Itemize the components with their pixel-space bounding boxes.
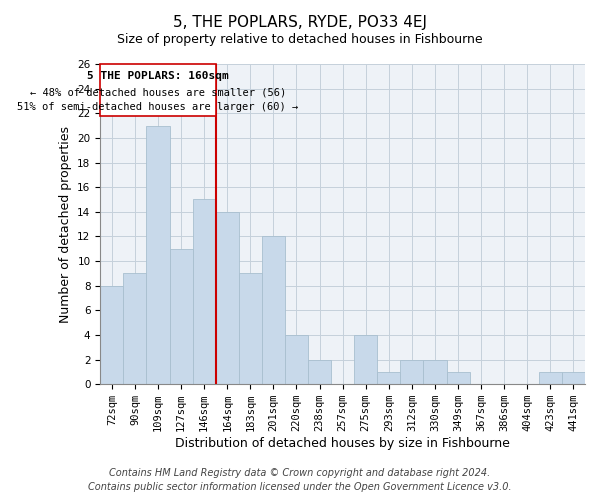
Bar [539,372,562,384]
X-axis label: Distribution of detached houses by size in Fishbourne: Distribution of detached houses by size … [175,437,510,450]
Bar [262,236,285,384]
Bar [146,126,170,384]
Text: Size of property relative to detached houses in Fishbourne: Size of property relative to detached ho… [117,32,483,46]
Bar [100,286,124,384]
Bar [400,360,424,384]
Bar [446,372,470,384]
Bar [239,274,262,384]
Bar [124,274,146,384]
Bar [193,200,215,384]
Text: 51% of semi-detached houses are larger (60) →: 51% of semi-detached houses are larger (… [17,102,299,112]
Y-axis label: Number of detached properties: Number of detached properties [59,126,72,322]
Bar [308,360,331,384]
Text: Contains HM Land Registry data © Crown copyright and database right 2024.
Contai: Contains HM Land Registry data © Crown c… [88,468,512,492]
Text: 5, THE POPLARS, RYDE, PO33 4EJ: 5, THE POPLARS, RYDE, PO33 4EJ [173,15,427,30]
Bar [424,360,446,384]
Bar [354,335,377,384]
Bar [215,212,239,384]
Bar [562,372,585,384]
Bar [170,248,193,384]
Bar [100,64,215,116]
Text: ← 48% of detached houses are smaller (56): ← 48% of detached houses are smaller (56… [30,88,286,98]
Text: 5 THE POPLARS: 160sqm: 5 THE POPLARS: 160sqm [87,72,229,82]
Bar [285,335,308,384]
Bar [377,372,400,384]
